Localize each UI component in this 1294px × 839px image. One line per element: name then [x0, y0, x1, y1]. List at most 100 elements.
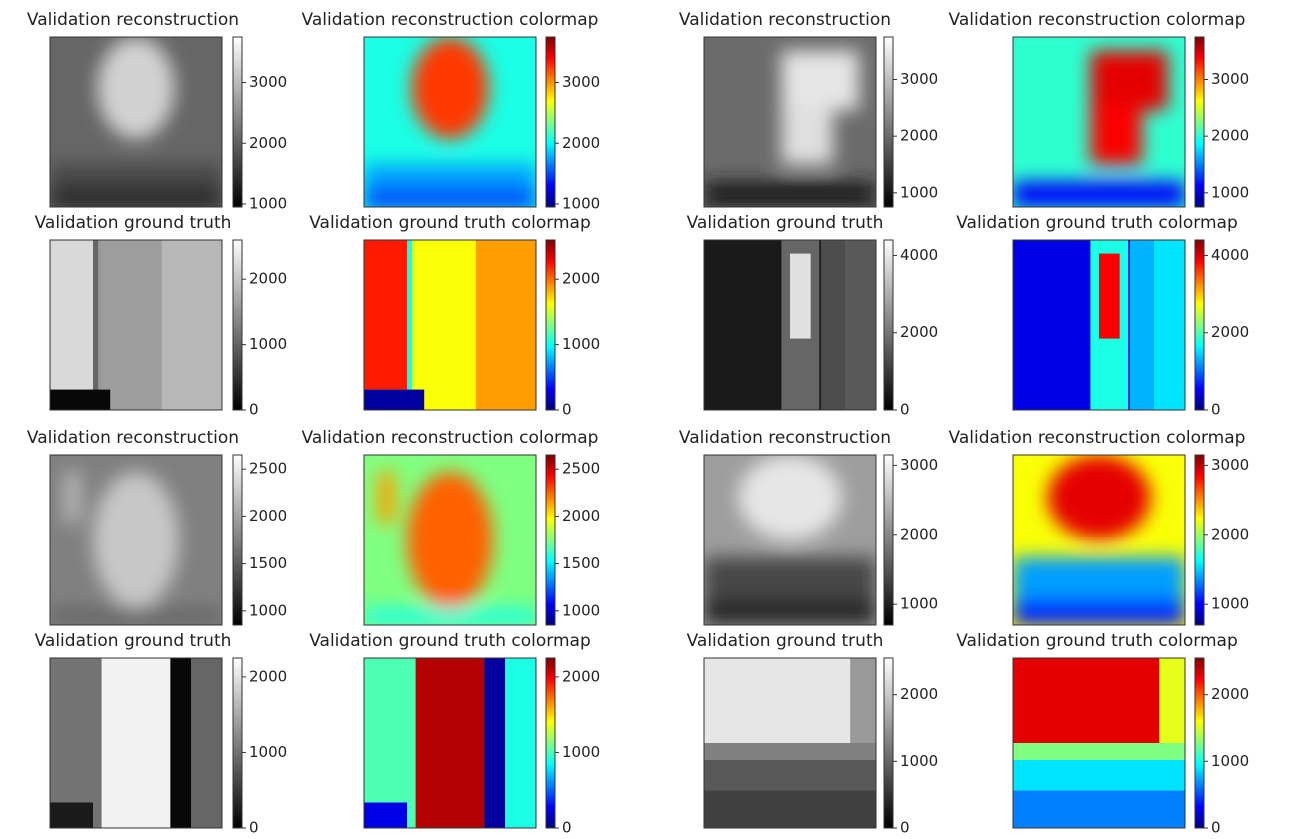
colorbar-tick-label: 1000: [900, 752, 938, 770]
colorbar-tick-label: 1000: [249, 743, 287, 761]
image-region: [790, 253, 811, 339]
image-content: [50, 240, 222, 410]
image-content: [704, 50, 876, 207]
image-frame: [49, 657, 223, 829]
panel-title: Validation ground truth: [35, 631, 232, 651]
colorbar-tick-label: 1500: [249, 554, 287, 572]
colorbar: [1194, 657, 1205, 829]
colorbar-tick-label: 1000: [900, 183, 938, 201]
colorbar-tick-label: 2000: [1211, 127, 1249, 145]
panel-title: Validation reconstruction colormap: [302, 10, 599, 30]
colorbar-tick-label: 3000: [900, 456, 938, 474]
image-content: [704, 658, 876, 828]
colorbar: [545, 239, 556, 411]
image-region: [1154, 240, 1185, 410]
image-region: [850, 658, 876, 743]
image-frame: [49, 36, 223, 208]
colorbar-tick-label: 1000: [1211, 595, 1249, 613]
image-region: [704, 599, 876, 625]
image-region: [97, 37, 175, 139]
colorbar: [545, 454, 556, 626]
colorbar-tick-label: 2000: [249, 134, 287, 152]
colorbar-tick-label: 0: [249, 819, 259, 837]
panel-title: Validation reconstruction colormap: [302, 428, 599, 448]
colorbar-tick-label: 1500: [562, 554, 600, 572]
panel-title: Validation ground truth: [687, 631, 884, 651]
panel-title: Validation ground truth: [35, 213, 232, 233]
colorbar-tick-label: 2500: [249, 460, 287, 478]
image-region: [738, 455, 842, 540]
image-content: [364, 240, 536, 410]
colorbar-tick-label: 0: [562, 819, 572, 837]
image: [704, 240, 876, 410]
colorbar-tick-label: 2500: [562, 460, 600, 478]
image-content: [781, 240, 876, 410]
image-region: [407, 240, 413, 410]
image: [50, 658, 222, 828]
colorbar-tick-label: 1000: [1211, 183, 1249, 201]
colorbar: [1194, 454, 1205, 626]
image-region: [93, 472, 179, 608]
image-content: [1013, 50, 1185, 207]
image-region: [377, 472, 395, 523]
colorbar: [232, 454, 243, 626]
image-frame: [49, 239, 223, 411]
panel-title: Validation ground truth: [687, 213, 884, 233]
image-frame: [703, 454, 877, 626]
image: [704, 658, 876, 828]
colorbar-tick-label: 2000: [249, 667, 287, 685]
image-region: [50, 190, 222, 207]
colorbar: [883, 657, 894, 829]
panel-title: Validation reconstruction colormap: [949, 10, 1246, 30]
colorbar: [232, 239, 243, 411]
image-frame: [703, 239, 877, 411]
colorbar-tick-label: 3000: [1211, 70, 1249, 88]
image-region: [781, 50, 859, 111]
image-frame: [1012, 36, 1186, 208]
colorbar-tick-label: 4000: [900, 246, 938, 264]
image-region: [170, 658, 192, 828]
image-content: [364, 658, 536, 828]
colorbar-tick-label: 2000: [1211, 525, 1249, 543]
image-frame: [1012, 239, 1186, 411]
image-frame: [363, 36, 537, 208]
panel-title: Validation reconstruction: [27, 10, 239, 30]
image-frame: [363, 454, 537, 626]
colorbar-tick-label: 2000: [900, 525, 938, 543]
image: [364, 658, 536, 828]
image-region: [191, 658, 222, 828]
colorbar-tick-label: 1000: [562, 194, 600, 212]
colorbar-tick-label: 2000: [562, 134, 600, 152]
colorbar-tick-label: 0: [249, 401, 259, 419]
image: [50, 37, 222, 207]
image-region: [1090, 105, 1142, 165]
colorbar-tick-label: 1000: [562, 743, 600, 761]
colorbar: [545, 657, 556, 829]
colorbar-tick-label: 2000: [249, 507, 287, 525]
colorbar-tick-label: 0: [562, 401, 572, 419]
image-content: [50, 658, 222, 828]
colorbar-tick-label: 1000: [562, 601, 600, 619]
colorbar: [1194, 36, 1205, 208]
colorbar-tick-label: 3000: [249, 73, 287, 91]
colorbar-tick-label: 2000: [1211, 323, 1249, 341]
colorbar-tick-label: 4000: [1211, 246, 1249, 264]
panel-title: Validation reconstruction: [679, 10, 891, 30]
colorbar-tick-label: 2000: [900, 685, 938, 703]
colorbar: [232, 36, 243, 208]
colorbar-tick-label: 1000: [562, 335, 600, 353]
image-region: [364, 389, 425, 410]
image-region: [1159, 658, 1185, 743]
image-region: [781, 105, 833, 165]
image: [364, 455, 536, 625]
image: [50, 240, 222, 410]
colorbar-tick-label: 2000: [900, 323, 938, 341]
image: [1013, 37, 1185, 207]
image-region: [1013, 599, 1185, 625]
panel-title: Validation ground truth colormap: [309, 213, 591, 233]
colorbar-tick-label: 0: [900, 819, 910, 837]
image-region: [63, 472, 81, 523]
image-region: [1047, 455, 1151, 540]
panel-title: Validation ground truth colormap: [956, 631, 1238, 651]
